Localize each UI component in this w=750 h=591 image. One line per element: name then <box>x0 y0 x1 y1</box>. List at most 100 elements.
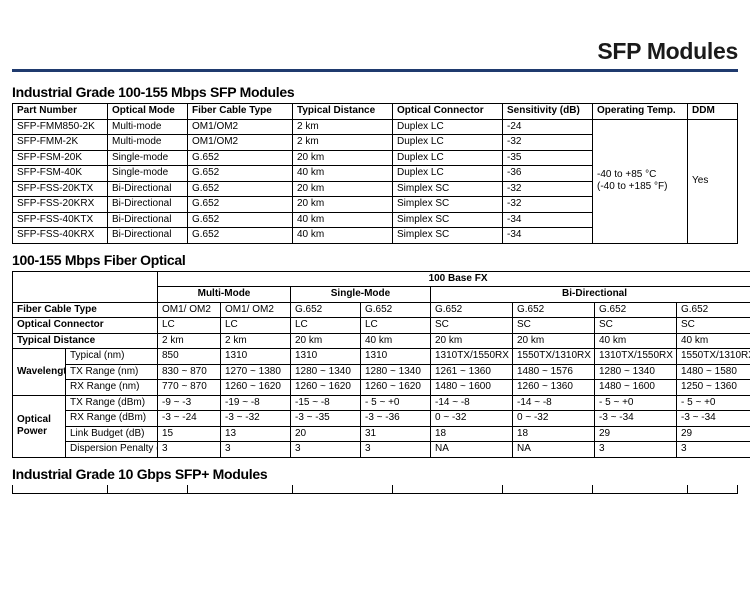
cell: LC <box>158 318 221 334</box>
cell: SFP-FSM-40K <box>13 166 108 182</box>
cell: 20 km <box>293 150 393 166</box>
cell: G.652 <box>188 197 293 213</box>
cell: Multi-mode <box>108 119 188 135</box>
cell: 2 km <box>293 119 393 135</box>
table-row: RX Range (dBm) -3 ~ -24 -3 ~ -32 -3 ~ -3… <box>13 411 750 427</box>
cell: 1310TX/1550RX <box>431 349 513 365</box>
sub-label: RX Range (nm) <box>66 380 158 396</box>
cell: 31 <box>361 426 431 442</box>
cell: 1250 ~ 1360 <box>677 380 750 396</box>
cell: LC <box>291 318 361 334</box>
cell <box>393 485 503 494</box>
section1-heading: Industrial Grade 100-155 Mbps SFP Module… <box>12 84 738 100</box>
cell: Single-mode <box>108 150 188 166</box>
cell: SFP-FSM-20K <box>13 150 108 166</box>
cell: 1280 ~ 1340 <box>291 364 361 380</box>
cell: 1310 <box>221 349 291 365</box>
cell: 18 <box>513 426 595 442</box>
cell: -3 ~ -35 <box>291 411 361 427</box>
cell: 20 km <box>431 333 513 349</box>
cell: -3 ~ -34 <box>595 411 677 427</box>
cell: 770 ~ 870 <box>158 380 221 396</box>
cell: 3 <box>361 442 431 458</box>
table-row: Dispersion Penalty (dB) 3 3 3 3 NA NA 3 … <box>13 442 750 458</box>
table-row: TX Range (nm) 830 ~ 870 1270 ~ 1380 1280… <box>13 364 750 380</box>
cell: 40 km <box>293 212 393 228</box>
cell: 1550TX/1310RX <box>513 349 595 365</box>
cell: 13 <box>221 426 291 442</box>
cell: 1480 ~ 1600 <box>595 380 677 396</box>
cell: - 5 ~ +0 <box>595 395 677 411</box>
cell: 3 <box>221 442 291 458</box>
cell <box>13 485 108 494</box>
cell: 15 <box>158 426 221 442</box>
cell: G.652 <box>595 302 677 318</box>
sub-label: Typical (nm) <box>66 349 158 365</box>
title-divider <box>12 69 738 72</box>
cell: 29 <box>677 426 750 442</box>
cell: G.652 <box>291 302 361 318</box>
cell: SFP-FSS-20KRX <box>13 197 108 213</box>
table-row: Fiber Cable Type OM1/ OM2 OM1/ OM2 G.652… <box>13 302 750 318</box>
temp-line1: -40 to +85 °C <box>597 169 656 180</box>
cell: -32 <box>503 197 593 213</box>
cell: 3 <box>291 442 361 458</box>
cell: G.652 <box>677 302 750 318</box>
cell: 20 km <box>291 333 361 349</box>
cell: 20 km <box>293 181 393 197</box>
cell: 0 ~ -32 <box>513 411 595 427</box>
cell: Bi-Directional <box>108 197 188 213</box>
cell: OM1/ OM2 <box>158 302 221 318</box>
cell: 1260 ~ 1620 <box>361 380 431 396</box>
cell: 3 <box>677 442 750 458</box>
cell: G.652 <box>188 166 293 182</box>
cell <box>593 485 688 494</box>
cell: -24 <box>503 119 593 135</box>
cell: NA <box>431 442 513 458</box>
optical-power-label: Optical Power <box>13 395 66 457</box>
cell: Bi-Directional <box>108 228 188 244</box>
table-row: Wavelength Typical (nm) 850 1310 1310 13… <box>13 349 750 365</box>
cell: Duplex LC <box>393 119 503 135</box>
cell: LC <box>361 318 431 334</box>
col-optical-mode: Optical Mode <box>108 104 188 120</box>
sub-label: Link Budget (dB) <box>66 426 158 442</box>
cell: Single-mode <box>108 166 188 182</box>
cell: Multi-mode <box>108 135 188 151</box>
cell: 20 <box>291 426 361 442</box>
cell: -32 <box>503 135 593 151</box>
cell: - 5 ~ +0 <box>361 395 431 411</box>
header-multi: Multi-Mode <box>158 287 291 303</box>
cell: SC <box>513 318 595 334</box>
row-conn-label: Optical Connector <box>13 318 158 334</box>
table-header-row: 100 Base FX <box>13 271 750 287</box>
cell: -34 <box>503 212 593 228</box>
cell: 1480 ~ 1600 <box>431 380 513 396</box>
cell: G.652 <box>188 150 293 166</box>
cell: -35 <box>503 150 593 166</box>
cell: SFP-FSS-20KTX <box>13 181 108 197</box>
fiber-optical-table: 100 Base FX Multi-Mode Single-Mode Bi-Di… <box>12 271 750 458</box>
cell: 1310TX/1550RX <box>595 349 677 365</box>
page-title: SFP Modules <box>12 38 738 65</box>
cell: -19 ~ -8 <box>221 395 291 411</box>
col-distance: Typical Distance <box>293 104 393 120</box>
col-sensitivity: Sensitivity (dB) <box>503 104 593 120</box>
cell: SC <box>595 318 677 334</box>
cell: 40 km <box>293 228 393 244</box>
cell <box>188 485 293 494</box>
cell: - 5 ~ +0 <box>677 395 750 411</box>
section3-heading: Industrial Grade 10 Gbps SFP+ Modules <box>12 466 738 482</box>
cell: NA <box>513 442 595 458</box>
table-row: Optical Power TX Range (dBm) -9 ~ -3 -19… <box>13 395 750 411</box>
corner-blank <box>13 271 158 302</box>
row-dist-label: Typical Distance <box>13 333 158 349</box>
cell: Simplex SC <box>393 197 503 213</box>
cell: G.652 <box>188 228 293 244</box>
cell <box>503 485 593 494</box>
wavelength-label: Wavelength <box>13 349 66 396</box>
cell: Bi-Directional <box>108 212 188 228</box>
cell: 1260 ~ 1360 <box>513 380 595 396</box>
col-temp: Operating Temp. <box>593 104 688 120</box>
cell: 40 km <box>293 166 393 182</box>
